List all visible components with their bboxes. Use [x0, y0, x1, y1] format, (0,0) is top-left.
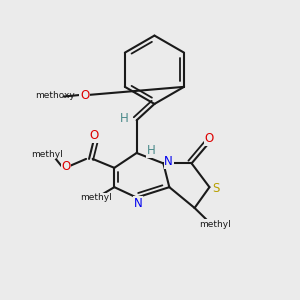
- Text: O: O: [80, 88, 89, 101]
- Text: methoxy: methoxy: [35, 91, 75, 100]
- Text: methyl: methyl: [31, 150, 63, 159]
- Text: O: O: [61, 160, 70, 173]
- Text: O: O: [89, 129, 98, 142]
- Text: O: O: [204, 132, 214, 145]
- Text: methyl: methyl: [200, 220, 231, 229]
- Text: S: S: [212, 182, 220, 194]
- Text: H: H: [120, 112, 128, 125]
- Text: H: H: [146, 144, 155, 157]
- Text: N: N: [134, 197, 142, 210]
- Text: N: N: [164, 155, 173, 168]
- Text: methyl: methyl: [80, 193, 112, 202]
